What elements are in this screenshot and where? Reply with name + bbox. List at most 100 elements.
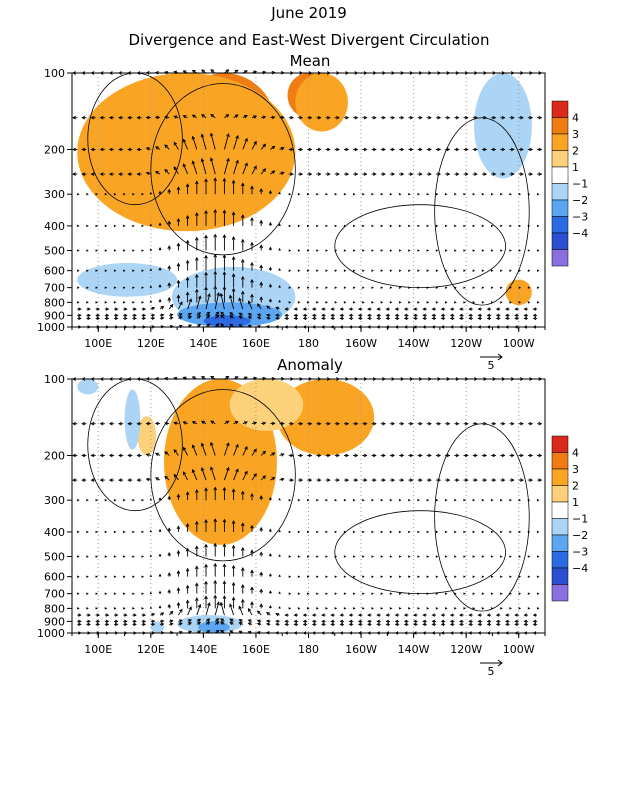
y-tick-label: 400 (44, 526, 65, 539)
vector-head (213, 177, 218, 182)
wind-vector (136, 115, 142, 120)
vector-head (444, 607, 448, 610)
wind-vector (398, 192, 402, 196)
wind-vector (113, 575, 117, 578)
vector-shaft (201, 134, 207, 150)
wind-vector (454, 575, 457, 578)
wind-vector (266, 612, 271, 616)
wind-vector (352, 286, 356, 289)
vector-head (389, 498, 393, 502)
wind-vector (247, 619, 253, 623)
vector-head (376, 316, 380, 321)
vector-head (422, 619, 426, 624)
vector-head (132, 592, 135, 595)
vector-head (325, 498, 328, 502)
vector-head (437, 115, 442, 120)
wind-vector (185, 276, 190, 288)
vector-head (495, 619, 500, 624)
vector-head (259, 296, 264, 301)
vector-head (325, 249, 328, 252)
x-tick-label: 140W (398, 643, 430, 656)
vector-head (367, 307, 371, 311)
vector-head (523, 316, 528, 321)
wind-vector (490, 498, 494, 502)
vector-head (226, 157, 230, 162)
wind-vector (334, 453, 340, 458)
vector-head (278, 554, 281, 557)
wind-vector (389, 575, 393, 578)
vector-head (536, 301, 540, 304)
vector-head (133, 313, 137, 318)
wind-vector (159, 622, 165, 626)
wind-vector (316, 192, 319, 196)
vector-head (426, 224, 430, 228)
wind-vector (297, 249, 301, 252)
vector-head (357, 316, 362, 321)
vector-head (339, 307, 344, 311)
vector-head (141, 592, 144, 595)
wind-vector (104, 249, 108, 252)
wind-vector (158, 190, 162, 195)
wind-vector (500, 498, 503, 502)
colorbar-label: 4 (572, 447, 579, 460)
vector-head (345, 172, 350, 176)
wind-vector (435, 453, 442, 458)
vector-head (490, 592, 494, 595)
vector-head (238, 297, 242, 302)
vector-head (500, 192, 503, 196)
vector-head (529, 147, 534, 152)
wind-vector (259, 296, 264, 303)
wind-vector (380, 421, 386, 426)
wind-vector (238, 619, 244, 623)
wind-vector (325, 478, 331, 482)
vector-head (398, 498, 402, 502)
wind-vector (99, 478, 105, 482)
wind-vector (220, 323, 225, 328)
wind-vector (231, 564, 236, 577)
wind-vector (158, 284, 162, 288)
wind-vector (288, 286, 292, 289)
wind-vector (168, 303, 174, 310)
wind-vector (279, 115, 285, 120)
vector-head (219, 292, 224, 297)
vector-head (149, 529, 152, 533)
wind-vector (86, 313, 91, 318)
wind-vector (141, 301, 144, 304)
vector-head (235, 443, 239, 448)
vector-head (278, 299, 281, 303)
wind-vector (214, 323, 220, 328)
wind-vector (389, 530, 393, 534)
wind-vector (108, 172, 115, 176)
vector-head (122, 530, 126, 534)
wind-vector (509, 453, 515, 458)
vector-head (444, 224, 448, 228)
wind-vector (222, 234, 227, 251)
wind-vector (141, 224, 144, 228)
wind-vector (426, 192, 430, 196)
vector-head (413, 316, 417, 321)
vector-head (176, 493, 181, 498)
vector-head (520, 147, 524, 152)
wind-vector (380, 478, 386, 482)
wind-vector (270, 452, 276, 456)
vector-head (316, 575, 319, 578)
wind-vector (527, 286, 531, 289)
wind-vector (288, 555, 292, 558)
vector-head (536, 498, 540, 502)
wind-vector (158, 590, 162, 594)
colorbar-label: 3 (572, 463, 579, 476)
wind-vector (108, 115, 115, 120)
vector-head (510, 453, 515, 458)
vector-head (240, 238, 245, 243)
vector-head (483, 147, 488, 152)
wind-vector (205, 311, 211, 316)
vector-head (362, 224, 365, 228)
vector-head (145, 453, 150, 457)
vector-head (348, 613, 353, 617)
vector-head (154, 115, 159, 120)
vector-head (509, 607, 512, 610)
vector-head (151, 313, 156, 317)
vector-head (297, 530, 301, 534)
wind-vector (123, 313, 128, 318)
vector-head (95, 607, 98, 610)
